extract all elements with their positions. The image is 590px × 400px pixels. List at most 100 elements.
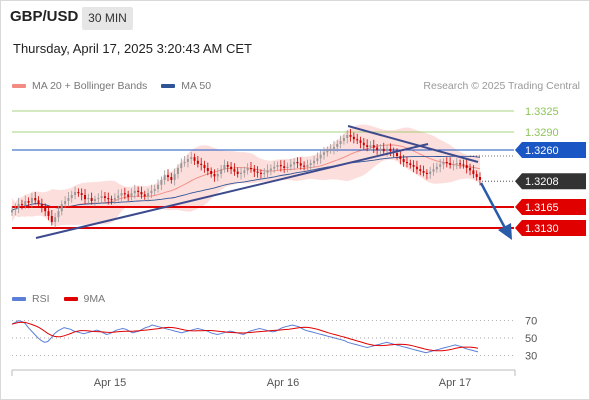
candle-body: [113, 198, 116, 200]
candle-body: [299, 163, 302, 166]
candle-body: [233, 169, 236, 172]
candle-body: [469, 168, 472, 171]
candle-body: [60, 204, 63, 212]
main-legend: MA 20 + Bollinger Bands MA 50: [12, 80, 211, 92]
candle-body: [256, 171, 259, 173]
candle-body: [402, 159, 405, 162]
candle-body: [259, 172, 262, 174]
candle-body: [269, 168, 272, 171]
timeframe-button[interactable]: 30 MIN: [82, 7, 133, 30]
candle-body: [419, 169, 422, 171]
candle-body: [465, 165, 468, 168]
candle-body: [283, 166, 286, 168]
candle-body: [329, 148, 332, 150]
candle-body: [323, 152, 325, 155]
candle-body: [415, 166, 418, 170]
rsi-tick-label: 30: [525, 350, 537, 362]
candle-body: [93, 199, 96, 201]
ma20-swatch: [12, 84, 26, 88]
candle-body: [366, 145, 369, 147]
candle-body: [24, 201, 27, 206]
level-tag: [515, 220, 586, 236]
candle-body: [422, 171, 425, 173]
candle-body: [439, 164, 442, 167]
candle-body: [342, 138, 345, 141]
candle-body: [123, 193, 126, 195]
candle-body: [87, 198, 90, 200]
candle-body: [273, 166, 276, 169]
candle-body: [266, 170, 269, 173]
candle-body: [206, 168, 209, 171]
candle-body: [80, 193, 83, 195]
candle-body: [316, 158, 319, 161]
candle-body: [253, 169, 256, 172]
rsi-ma-swatch: [63, 297, 78, 301]
candle-body: [455, 163, 458, 165]
level-label: 1.3208: [525, 176, 559, 188]
candle-body: [47, 211, 50, 216]
candle-body: [279, 165, 282, 167]
candle-body: [230, 166, 233, 170]
candle-body: [306, 165, 309, 167]
candle-body: [14, 208, 17, 210]
candle-body: [147, 193, 150, 197]
candle-body: [107, 198, 110, 200]
candle-body: [186, 159, 189, 162]
rsi-tick-label: 50: [525, 333, 537, 345]
candle-body: [462, 164, 465, 166]
candle-body: [37, 200, 40, 204]
candle-body: [200, 163, 203, 165]
candle-body: [405, 162, 408, 164]
candle-body: [163, 175, 166, 180]
ma50-swatch: [161, 84, 176, 88]
candle-body: [140, 192, 143, 195]
candle-body: [143, 194, 146, 197]
candle-body: [137, 190, 140, 192]
level-label: 1.3260: [525, 145, 559, 157]
candle-body: [67, 198, 70, 201]
candle-body: [369, 145, 372, 147]
candle-body: [70, 195, 73, 198]
candle-body: [346, 135, 349, 138]
ma20-line: [11, 144, 481, 211]
candle-body: [389, 148, 392, 152]
rsi-line: [11, 320, 479, 354]
candle-body: [293, 162, 296, 165]
candle-body: [352, 136, 355, 140]
bollinger-band: [12, 124, 480, 226]
candle-body: [386, 148, 389, 152]
rsi-legend-label: RSI: [32, 293, 50, 305]
candle-body: [170, 177, 173, 180]
candle-body: [130, 193, 133, 197]
candle-body: [100, 196, 103, 198]
candle-body: [20, 204, 23, 206]
candle-body: [240, 172, 243, 174]
candle-body: [339, 141, 342, 144]
candle-body: [243, 170, 246, 173]
ma50-line: [11, 155, 481, 211]
candle-body: [472, 170, 475, 174]
candle-body: [11, 210, 13, 213]
level-tag: [515, 173, 586, 190]
rsi-tick-label: 70: [525, 316, 537, 328]
candle-body: [376, 147, 379, 150]
forecast-arrow-head: [498, 223, 512, 240]
candle-body: [27, 201, 30, 203]
candle-body: [54, 217, 57, 222]
candle-body: [263, 172, 266, 174]
candle-body: [412, 165, 415, 167]
forecast-arrow-shaft: [479, 182, 507, 229]
candle-body: [30, 198, 33, 203]
candle-body: [435, 166, 438, 170]
candle-body: [326, 150, 329, 153]
candle-body: [57, 211, 60, 218]
candle-body: [190, 157, 193, 159]
candle-body: [296, 162, 299, 164]
candle-body: [449, 163, 452, 165]
candle-body: [173, 174, 176, 180]
candle-body: [117, 195, 120, 198]
candle-body: [84, 195, 87, 200]
candle-body: [442, 162, 445, 165]
candle-body: [160, 180, 163, 185]
